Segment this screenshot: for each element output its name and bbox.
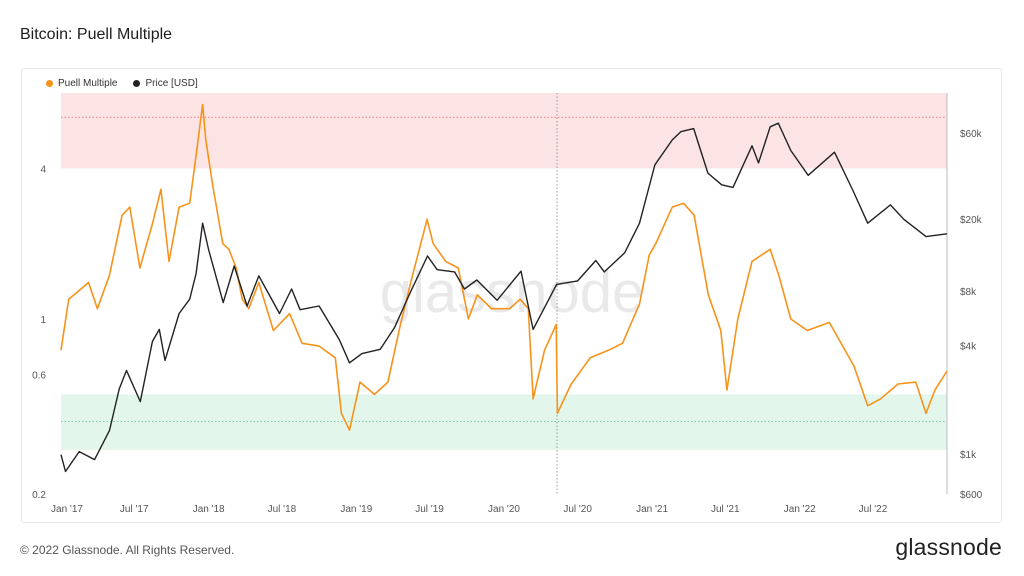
y-left-tick-label: 4 [40, 164, 46, 175]
y-right-tick-label: $20k [960, 215, 983, 226]
y-right-tick-label: $4k [960, 341, 977, 352]
x-tick-label: Jan '19 [340, 504, 372, 515]
x-tick-label: Jan '21 [636, 504, 668, 515]
legend-label-price: Price [USD] [145, 78, 198, 89]
chart-legend[interactable]: Puell Multiple Price [USD] [46, 78, 198, 89]
y-right-tick-label: $1k [960, 450, 977, 461]
x-tick-label: Jul '18 [268, 504, 297, 515]
bottom-band [61, 394, 947, 450]
top-band [61, 93, 947, 169]
y-right-tick-label: $60k [960, 129, 983, 140]
copyright-text: © 2022 Glassnode. All Rights Reserved. [20, 543, 235, 557]
puell-multiple-line [60, 103, 948, 431]
y-right-tick-label: $8k [960, 287, 977, 298]
watermark-text: glassnode [380, 260, 644, 325]
x-tick-label: Jul '20 [563, 504, 592, 515]
x-tick-label: Jul '19 [415, 504, 444, 515]
x-tick-label: Jan '18 [193, 504, 225, 515]
page-title: Bitcoin: Puell Multiple [20, 26, 173, 43]
x-tick-label: Jul '21 [711, 504, 740, 515]
chart-panel [21, 68, 1002, 523]
legend-dot-icon [133, 80, 141, 87]
x-tick-label: Jul '22 [859, 504, 888, 515]
y-left-tick-label: 1 [40, 315, 46, 326]
legend-item-puell[interactable]: Puell Multiple [46, 78, 117, 89]
y-right-tick-label: $600 [960, 490, 983, 501]
legend-label-puell: Puell Multiple [58, 78, 118, 89]
x-tick-label: Jan '22 [784, 504, 816, 515]
x-tick-label: Jan '17 [51, 504, 83, 515]
legend-dot-icon [46, 80, 53, 87]
y-left-tick-label: 0.2 [32, 490, 46, 501]
x-tick-label: Jan '20 [488, 504, 520, 515]
legend-item-price[interactable]: Price [USD] [133, 78, 198, 89]
y-left-tick-label: 0.6 [32, 371, 46, 382]
glassnode-logo[interactable]: glassnode [895, 534, 1002, 560]
x-tick-label: Jul '17 [120, 504, 149, 515]
price-line [60, 122, 948, 473]
